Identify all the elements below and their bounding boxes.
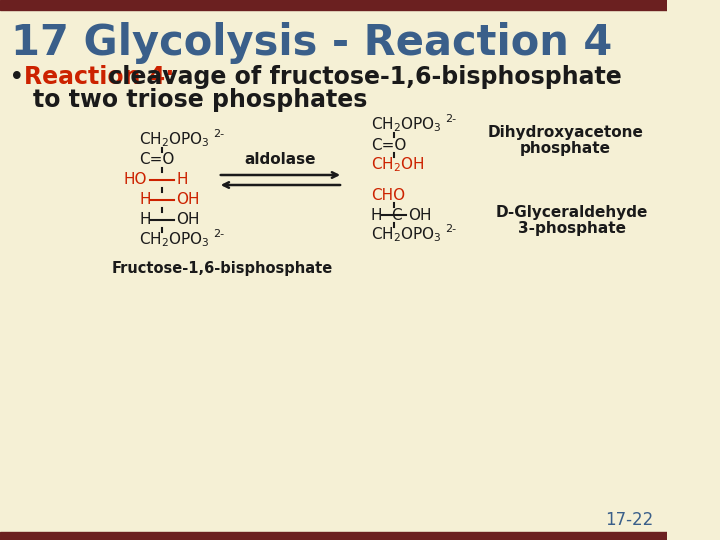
Text: •: •	[9, 65, 25, 91]
Text: H: H	[176, 172, 188, 187]
Bar	[0, 532, 667, 540]
Text: Reaction 4:: Reaction 4:	[24, 65, 175, 89]
Text: C=O: C=O	[371, 138, 406, 152]
Text: 17 Glycolysis - Reaction 4: 17 Glycolysis - Reaction 4	[11, 22, 613, 64]
Text: Dihydroxyacetone: Dihydroxyacetone	[487, 125, 644, 139]
Text: HO: HO	[123, 172, 147, 187]
Text: H: H	[139, 213, 150, 227]
Text: 2-: 2-	[213, 229, 225, 239]
Text: phosphate: phosphate	[520, 140, 611, 156]
Text: CH$_2$OPO$_3$: CH$_2$OPO$_3$	[139, 231, 210, 249]
Text: OH: OH	[408, 207, 431, 222]
Text: Fructose-1,6-bisphosphate: Fructose-1,6-bisphosphate	[112, 260, 333, 275]
Text: 2-: 2-	[445, 224, 456, 234]
Text: CH$_2$OPO$_3$: CH$_2$OPO$_3$	[371, 116, 441, 134]
Text: CH$_2$OPO$_3$: CH$_2$OPO$_3$	[371, 226, 441, 244]
Text: OH: OH	[176, 192, 199, 207]
Text: 3-phosphate: 3-phosphate	[518, 220, 626, 235]
Text: cleavage of fructose-1,6-bisphosphate: cleavage of fructose-1,6-bisphosphate	[100, 65, 622, 89]
Bar	[0, 0, 667, 10]
Text: D-Glyceraldehyde: D-Glyceraldehyde	[496, 205, 648, 219]
Text: 2-: 2-	[213, 129, 225, 139]
Text: CH$_2$OH: CH$_2$OH	[371, 156, 424, 174]
Text: OH: OH	[176, 213, 199, 227]
Text: CH$_2$OPO$_3$: CH$_2$OPO$_3$	[139, 131, 210, 150]
Text: CHO: CHO	[371, 187, 405, 202]
Text: 17-22: 17-22	[606, 511, 654, 529]
Text: H: H	[371, 207, 382, 222]
Text: to two triose phosphates: to two triose phosphates	[33, 88, 368, 112]
Text: aldolase: aldolase	[245, 152, 316, 167]
Text: 2-: 2-	[445, 114, 456, 124]
Text: H: H	[139, 192, 150, 207]
Text: C: C	[392, 207, 402, 222]
Text: C=O: C=O	[139, 152, 174, 167]
